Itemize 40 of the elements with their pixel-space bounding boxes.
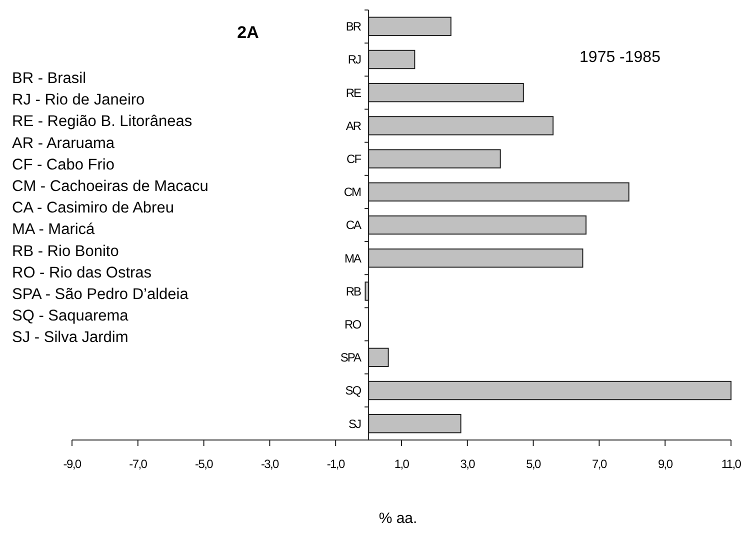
y-tick-label: CF	[346, 152, 362, 166]
x-axis-title: % aa.	[378, 510, 418, 527]
annotation: RJ - Rio de Janeiro	[12, 92, 145, 109]
y-tick-label: RE	[346, 86, 362, 100]
annotation: CF - Cabo Frio	[12, 156, 114, 174]
y-tick-label: CA	[346, 218, 362, 232]
annotation: SQ - Saquarema	[12, 308, 129, 325]
annotation: RE - Região B. Litorâneas	[12, 113, 192, 130]
x-tick-label: -9,0	[63, 457, 82, 471]
y-tick-label: RO	[344, 318, 362, 332]
y-tick-label: SPA	[340, 350, 362, 365]
x-tick-label: -1,0	[326, 457, 346, 471]
annotation: BR - Brasil	[12, 70, 86, 87]
y-tick-label: RB	[346, 284, 362, 298]
text: 1975 -1985	[580, 49, 661, 66]
x-tick-label: 11,0	[721, 457, 742, 471]
x-tick-label: -7,0	[129, 457, 148, 471]
y-tick-label: CM	[344, 185, 362, 200]
y-tick-label: RJ	[348, 52, 362, 67]
y-tick-label: MA	[344, 251, 362, 266]
text: 2A	[237, 23, 259, 42]
y-tick-label: SQ	[345, 384, 362, 398]
x-tick-label: 5,0	[526, 457, 542, 471]
y-tick-label: BR	[346, 20, 362, 34]
x-tick-label: 9,0	[658, 457, 674, 471]
annotation: CM - Cachoeiras de Macacu	[12, 178, 208, 195]
annotation: CA - Casimiro de Abreu	[12, 200, 174, 217]
x-tick-label: -3,0	[260, 457, 280, 471]
annotation: SJ - Silva Jardim	[12, 329, 128, 346]
annotation: SPA - São Pedro D’aldeia	[12, 286, 189, 303]
annotation: RB - Rio Bonito	[12, 242, 119, 260]
x-tick-label: -5,0	[195, 457, 214, 471]
annotation: MA - Maricá	[12, 221, 96, 238]
annotation: AR - Araruama	[12, 134, 115, 152]
x-tick-label: 3,0	[460, 457, 476, 471]
y-tick-label: SJ	[348, 416, 362, 431]
x-tick-label: 7,0	[592, 457, 608, 471]
x-tick-label: 1,0	[394, 457, 410, 471]
y-tick-label: AR	[346, 118, 362, 133]
annotation: RO - Rio das Ostras	[12, 264, 152, 282]
